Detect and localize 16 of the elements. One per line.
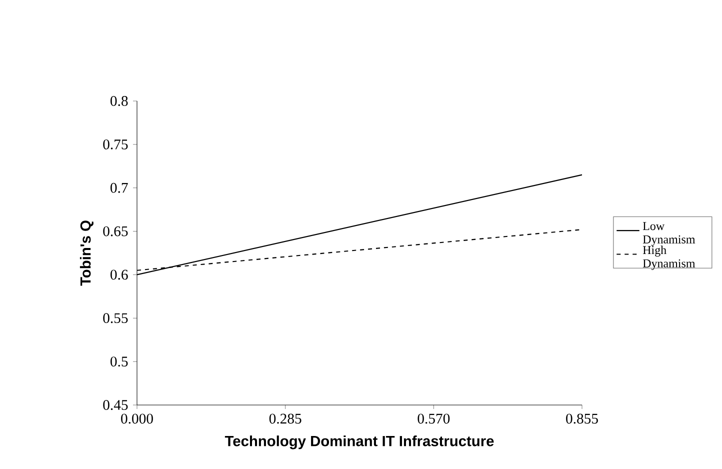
y-tick-label: 0.45	[103, 400, 128, 410]
y-tick-label: 0.8	[110, 96, 128, 106]
y-tick-label: 0.5	[110, 356, 128, 367]
x-tick-label: 0.855	[566, 414, 598, 424]
x-tick-label: 0.000	[121, 414, 153, 424]
y-tick-label: 0.55	[103, 313, 128, 324]
y-tick-label: 0.65	[103, 226, 128, 236]
y-tick-label: 0.7	[110, 182, 128, 193]
y-tick-label: 0.6	[110, 270, 128, 280]
y-axis-title: Tobin's Q	[80, 220, 94, 286]
y-tick-label: 0.75	[103, 139, 128, 150]
x-axis-title: Technology Dominant IT Infrastructure	[224, 436, 494, 450]
x-tick-label: 0.570	[418, 414, 450, 424]
legend-label: Low Dynamism	[642, 222, 696, 246]
x-tick-label: 0.285	[269, 414, 302, 424]
legend-label: High Dynamism	[642, 246, 696, 270]
